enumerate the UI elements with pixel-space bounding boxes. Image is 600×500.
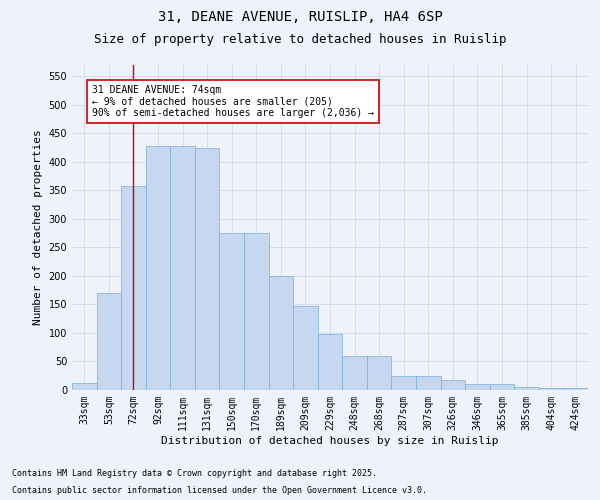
Bar [490,384,514,390]
Bar [146,146,170,390]
Text: Contains public sector information licensed under the Open Government Licence v3: Contains public sector information licen… [12,486,427,495]
Bar [563,388,588,390]
Bar [416,376,440,390]
Bar [195,148,220,390]
Bar [342,356,367,390]
Bar [220,233,244,390]
Bar [97,293,121,390]
Bar [293,306,318,390]
Text: Size of property relative to detached houses in Ruislip: Size of property relative to detached ho… [94,32,506,46]
Text: 31, DEANE AVENUE, RUISLIP, HA4 6SP: 31, DEANE AVENUE, RUISLIP, HA4 6SP [158,10,442,24]
Bar [269,276,293,390]
Bar [514,386,539,390]
Bar [465,384,490,390]
Y-axis label: Number of detached properties: Number of detached properties [33,130,43,326]
Bar [318,334,342,390]
Bar [367,356,391,390]
Bar [244,233,269,390]
Bar [72,383,97,390]
Bar [440,380,465,390]
Bar [170,146,195,390]
Bar [539,388,563,390]
Bar [121,186,146,390]
Text: Contains HM Land Registry data © Crown copyright and database right 2025.: Contains HM Land Registry data © Crown c… [12,468,377,477]
X-axis label: Distribution of detached houses by size in Ruislip: Distribution of detached houses by size … [161,436,499,446]
Text: 31 DEANE AVENUE: 74sqm
← 9% of detached houses are smaller (205)
90% of semi-det: 31 DEANE AVENUE: 74sqm ← 9% of detached … [92,85,374,118]
Bar [391,376,416,390]
